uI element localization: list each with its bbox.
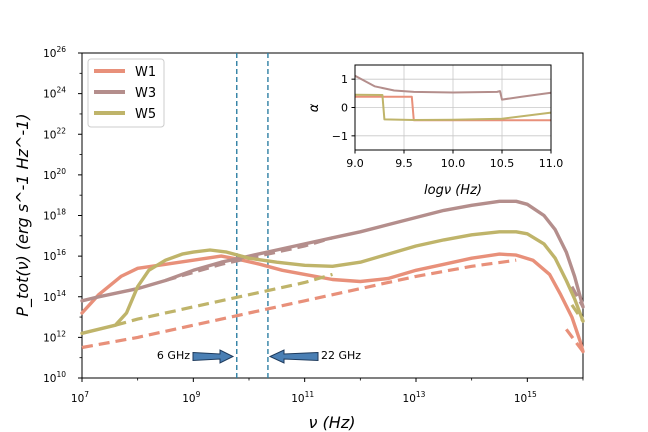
x-tick-label: 1013: [403, 390, 426, 405]
legend-label-w5: W5: [135, 107, 156, 122]
x-tick-exponent: 11: [305, 390, 315, 399]
series-w3-total: [80, 199, 585, 309]
inset-x-tick-label: 10.0: [441, 157, 466, 170]
arrow-right-22ghz: [268, 349, 319, 364]
inset-x-tick-label: 9.5: [395, 157, 413, 170]
inset-y-tick-label: 1: [341, 73, 348, 86]
legend: W1 W3 W5: [87, 58, 165, 128]
inset-x-tick-label: 11.0: [539, 157, 564, 170]
inset-y-title: α: [307, 103, 322, 112]
x-axis-title: ν (Hz): [309, 413, 356, 432]
x-tick-base: 10: [403, 393, 416, 405]
y-tick-base: 10: [43, 292, 56, 304]
x-tick-base: 10: [514, 393, 527, 405]
series-w5-total: [80, 230, 585, 335]
x-axis-ticks: 107 109 1011 1013 1015: [71, 378, 584, 405]
y-tick-exponent: 22: [56, 126, 66, 135]
frequency-annotations: 6 GHz 22 GHz: [157, 349, 361, 364]
y-tick-exponent: 24: [56, 86, 66, 95]
x-tick-exponent: 13: [416, 390, 426, 399]
x-tick-label: 109: [182, 390, 200, 405]
inset-plot: 9.0 9.5 10.0 10.5 11.0 1 0 −1 logν (Hz) α: [307, 64, 563, 198]
y-tick-exponent: 18: [56, 208, 66, 217]
inset-x-tick-label: 9.0: [346, 157, 364, 170]
y-tick-base: 10: [43, 170, 56, 182]
y-tick-label: 1018: [43, 208, 66, 223]
x-tick-base: 10: [291, 393, 304, 405]
legend-label-w1: W1: [135, 65, 156, 80]
y-tick-exponent: 12: [56, 329, 66, 338]
series-w5-component: [114, 272, 333, 327]
inset-series-w5: [354, 93, 552, 121]
inset-y-ticks: 1 0 −1: [332, 73, 355, 143]
y-tick-exponent: 16: [56, 248, 66, 257]
y-tick-label: 1022: [43, 126, 66, 141]
y-tick-label: 1012: [43, 329, 66, 344]
series-w1-component-high: [565, 328, 585, 353]
y-tick-base: 10: [43, 251, 56, 263]
legend-label-w3: W3: [135, 86, 156, 101]
inset-x-title: logν (Hz): [424, 183, 482, 198]
y-tick-base: 10: [43, 332, 56, 344]
x-tick-exponent: 15: [527, 390, 537, 399]
inset-x-ticks: 9.0 9.5 10.0 10.5 11.0: [346, 150, 563, 170]
y-tick-base: 10: [43, 129, 56, 141]
y-tick-label: 1016: [43, 248, 66, 263]
inset-series-w3: [354, 74, 552, 101]
y-tick-label: 1010: [43, 370, 66, 385]
y-tick-base: 10: [43, 89, 56, 101]
inset-x-tick-label: 10.5: [490, 157, 515, 170]
y-tick-label: 1014: [43, 289, 66, 304]
legend-box: [87, 58, 165, 128]
series-w1-total: [80, 252, 585, 354]
y-tick-label: 1024: [43, 86, 66, 101]
x-tick-label: 1015: [514, 390, 537, 405]
x-tick-exponent: 7: [84, 390, 89, 399]
y-tick-label: 1020: [43, 167, 66, 182]
y-tick-base: 10: [43, 373, 56, 385]
y-tick-exponent: 26: [56, 45, 66, 54]
annotation-6ghz: 6 GHz: [157, 349, 190, 362]
y-axis-title: P_tot(ν) (erg s^-1 Hz^-1): [13, 113, 33, 316]
series-w1-component: [81, 258, 517, 350]
series-group: [80, 199, 585, 354]
x-tick-base: 10: [182, 393, 195, 405]
reference-lines: [236, 53, 269, 378]
series-w5-component-high: [570, 303, 585, 323]
y-tick-exponent: 14: [56, 289, 66, 298]
annotation-22ghz: 22 GHz: [321, 349, 361, 362]
y-tick-base: 10: [43, 211, 56, 223]
x-tick-label: 1011: [291, 390, 314, 405]
y-tick-base: 10: [43, 48, 56, 60]
y-tick-exponent: 20: [56, 167, 66, 176]
y-tick-exponent: 10: [56, 370, 66, 379]
arrow-left-6ghz: [192, 349, 235, 364]
y-tick-label: 1026: [43, 45, 66, 60]
inset-series-group: [354, 74, 552, 122]
x-tick-base: 10: [71, 393, 84, 405]
x-tick-label: 107: [71, 390, 89, 405]
inset-y-tick-label: 0: [341, 102, 348, 115]
x-tick-exponent: 9: [196, 390, 201, 399]
inset-y-tick-label: −1: [332, 130, 348, 143]
